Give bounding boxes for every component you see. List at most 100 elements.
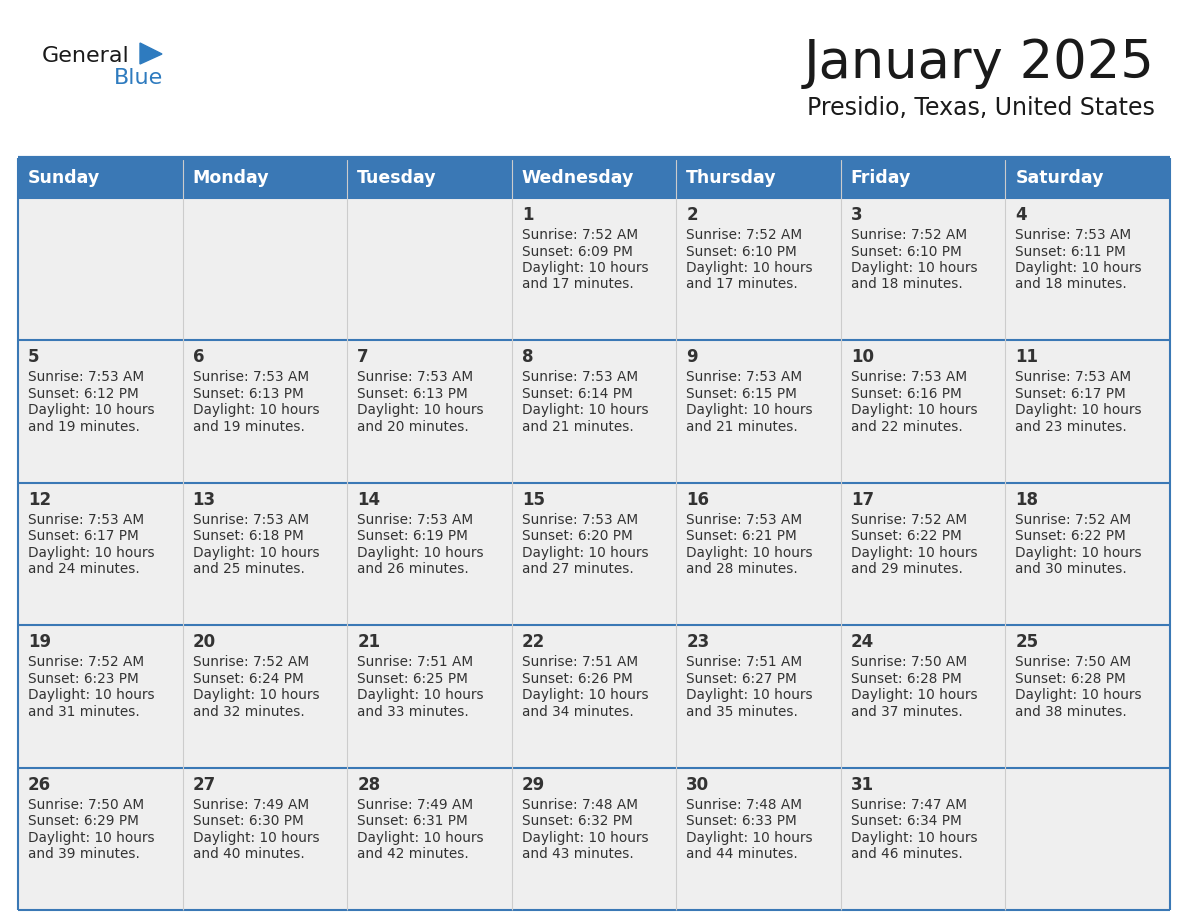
Text: Daylight: 10 hours: Daylight: 10 hours [192, 688, 320, 702]
Text: 25: 25 [1016, 633, 1038, 651]
Text: Daylight: 10 hours: Daylight: 10 hours [192, 831, 320, 845]
Text: Daylight: 10 hours: Daylight: 10 hours [687, 403, 813, 418]
Text: and 20 minutes.: and 20 minutes. [358, 420, 469, 434]
Text: Thursday: Thursday [687, 169, 777, 187]
Text: Saturday: Saturday [1016, 169, 1104, 187]
Text: 23: 23 [687, 633, 709, 651]
Bar [18, 341, 183, 483]
Text: and 19 minutes.: and 19 minutes. [29, 420, 140, 434]
Text: and 39 minutes.: and 39 minutes. [29, 847, 140, 861]
Text: Sunset: 6:21 PM: Sunset: 6:21 PM [687, 530, 797, 543]
Text: Daylight: 10 hours: Daylight: 10 hours [522, 831, 649, 845]
Text: and 26 minutes.: and 26 minutes. [358, 563, 469, 577]
Text: 20: 20 [192, 633, 216, 651]
Text: Sunrise: 7:52 AM: Sunrise: 7:52 AM [687, 228, 802, 242]
Text: 8: 8 [522, 349, 533, 366]
Bar [347, 158, 512, 198]
Bar [676, 198, 841, 341]
Bar [183, 625, 347, 767]
Text: and 40 minutes.: and 40 minutes. [192, 847, 304, 861]
Text: Sunrise: 7:53 AM: Sunrise: 7:53 AM [522, 513, 638, 527]
Text: Sunset: 6:14 PM: Sunset: 6:14 PM [522, 386, 632, 401]
Text: and 38 minutes.: and 38 minutes. [1016, 705, 1127, 719]
Bar [1005, 767, 1170, 910]
Bar [183, 198, 347, 341]
Text: Sunset: 6:10 PM: Sunset: 6:10 PM [687, 244, 797, 259]
Text: and 17 minutes.: and 17 minutes. [522, 277, 633, 292]
Text: 12: 12 [29, 491, 51, 509]
Text: Daylight: 10 hours: Daylight: 10 hours [851, 403, 978, 418]
Text: Sunset: 6:10 PM: Sunset: 6:10 PM [851, 244, 961, 259]
Bar [183, 341, 347, 483]
Text: Sunset: 6:25 PM: Sunset: 6:25 PM [358, 672, 468, 686]
Text: Sunrise: 7:53 AM: Sunrise: 7:53 AM [358, 370, 473, 385]
Text: Daylight: 10 hours: Daylight: 10 hours [358, 546, 484, 560]
Text: Daylight: 10 hours: Daylight: 10 hours [1016, 403, 1142, 418]
Text: Sunset: 6:12 PM: Sunset: 6:12 PM [29, 386, 139, 401]
Text: Sunrise: 7:52 AM: Sunrise: 7:52 AM [192, 655, 309, 669]
Text: 6: 6 [192, 349, 204, 366]
Text: 14: 14 [358, 491, 380, 509]
Text: Daylight: 10 hours: Daylight: 10 hours [687, 261, 813, 275]
Text: 27: 27 [192, 776, 216, 793]
Text: 13: 13 [192, 491, 216, 509]
Polygon shape [140, 43, 162, 64]
Text: and 18 minutes.: and 18 minutes. [851, 277, 962, 292]
Text: Sunset: 6:09 PM: Sunset: 6:09 PM [522, 244, 632, 259]
Text: 24: 24 [851, 633, 874, 651]
Bar [841, 158, 1005, 198]
Bar [676, 158, 841, 198]
Text: and 19 minutes.: and 19 minutes. [192, 420, 304, 434]
Text: Sunset: 6:33 PM: Sunset: 6:33 PM [687, 814, 797, 828]
Text: Sunset: 6:22 PM: Sunset: 6:22 PM [851, 530, 961, 543]
Text: 30: 30 [687, 776, 709, 793]
Text: Presidio, Texas, United States: Presidio, Texas, United States [807, 96, 1155, 120]
Text: 19: 19 [29, 633, 51, 651]
Text: Sunset: 6:17 PM: Sunset: 6:17 PM [1016, 386, 1126, 401]
Text: Daylight: 10 hours: Daylight: 10 hours [29, 546, 154, 560]
Text: Sunrise: 7:50 AM: Sunrise: 7:50 AM [29, 798, 144, 812]
Text: Sunset: 6:26 PM: Sunset: 6:26 PM [522, 672, 632, 686]
Text: Sunrise: 7:53 AM: Sunrise: 7:53 AM [687, 513, 802, 527]
Text: Sunrise: 7:52 AM: Sunrise: 7:52 AM [851, 513, 967, 527]
Text: Sunrise: 7:53 AM: Sunrise: 7:53 AM [358, 513, 473, 527]
Text: Daylight: 10 hours: Daylight: 10 hours [851, 261, 978, 275]
Bar [183, 158, 347, 198]
Bar [347, 341, 512, 483]
Text: 3: 3 [851, 206, 862, 224]
Bar [183, 483, 347, 625]
Text: and 29 minutes.: and 29 minutes. [851, 563, 962, 577]
Bar [512, 483, 676, 625]
Bar [676, 483, 841, 625]
Text: Sunset: 6:27 PM: Sunset: 6:27 PM [687, 672, 797, 686]
Text: Sunrise: 7:49 AM: Sunrise: 7:49 AM [358, 798, 473, 812]
Text: and 32 minutes.: and 32 minutes. [192, 705, 304, 719]
Text: Sunset: 6:17 PM: Sunset: 6:17 PM [29, 530, 139, 543]
Bar [512, 198, 676, 341]
Text: Sunset: 6:16 PM: Sunset: 6:16 PM [851, 386, 961, 401]
Text: and 42 minutes.: and 42 minutes. [358, 847, 469, 861]
Text: 7: 7 [358, 349, 368, 366]
Text: Wednesday: Wednesday [522, 169, 634, 187]
Text: Daylight: 10 hours: Daylight: 10 hours [192, 546, 320, 560]
Text: and 43 minutes.: and 43 minutes. [522, 847, 633, 861]
Text: and 33 minutes.: and 33 minutes. [358, 705, 469, 719]
Bar [1005, 625, 1170, 767]
Text: January 2025: January 2025 [804, 37, 1155, 89]
Text: and 17 minutes.: and 17 minutes. [687, 277, 798, 292]
Bar [512, 625, 676, 767]
Text: Sunset: 6:28 PM: Sunset: 6:28 PM [1016, 672, 1126, 686]
Bar [347, 767, 512, 910]
Bar [676, 341, 841, 483]
Text: Sunrise: 7:52 AM: Sunrise: 7:52 AM [29, 655, 144, 669]
Text: Sunset: 6:31 PM: Sunset: 6:31 PM [358, 814, 468, 828]
Text: Sunset: 6:13 PM: Sunset: 6:13 PM [358, 386, 468, 401]
Text: Daylight: 10 hours: Daylight: 10 hours [192, 403, 320, 418]
Bar [1005, 483, 1170, 625]
Text: and 21 minutes.: and 21 minutes. [687, 420, 798, 434]
Text: Sunrise: 7:47 AM: Sunrise: 7:47 AM [851, 798, 967, 812]
Text: Sunrise: 7:51 AM: Sunrise: 7:51 AM [358, 655, 473, 669]
Text: 16: 16 [687, 491, 709, 509]
Text: Sunrise: 7:53 AM: Sunrise: 7:53 AM [687, 370, 802, 385]
Text: and 31 minutes.: and 31 minutes. [29, 705, 140, 719]
